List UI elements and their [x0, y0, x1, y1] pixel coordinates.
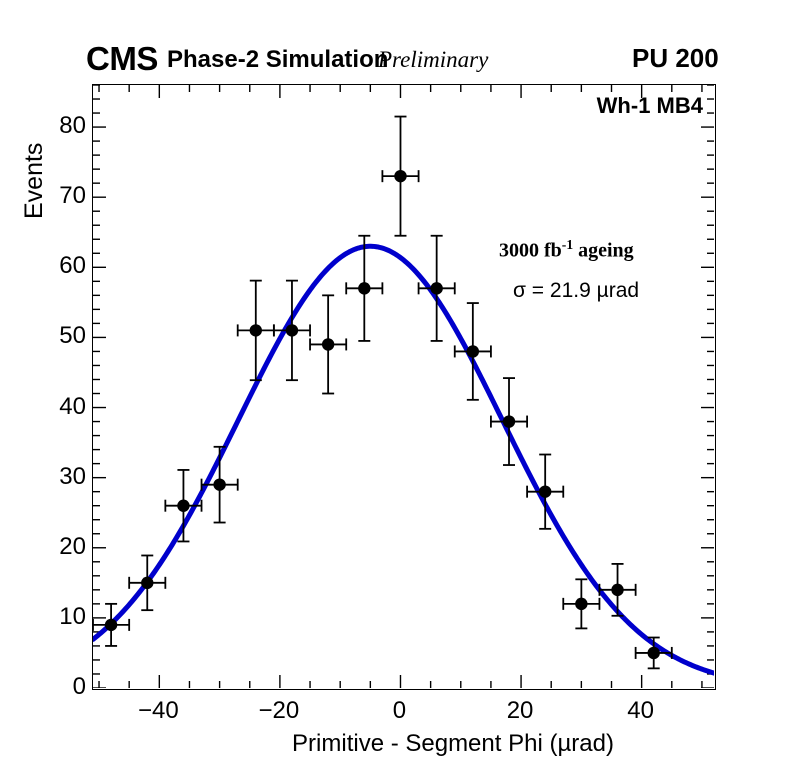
ageing-unit: fb: [544, 239, 562, 262]
pileup-label: PU 200: [632, 43, 719, 73]
x-tick-label: −20: [258, 697, 300, 724]
data-point: [236, 279, 275, 382]
x-axis-tick-labels: −40 −20 0 20 40: [0, 697, 796, 731]
data-point: [417, 234, 456, 342]
data-point: [453, 302, 492, 401]
preliminary-label: Preliminary: [378, 47, 489, 72]
detector-label: Wh-1 MB4: [596, 93, 703, 118]
y-tick-label: 70: [59, 182, 86, 210]
ageing-value: 3000: [499, 239, 539, 262]
data-point: [562, 578, 601, 630]
data-point: [345, 234, 384, 342]
x-axis-title: Primitive - Segment Phi (µrad): [0, 730, 796, 758]
data-point: [381, 115, 420, 237]
data-point: [128, 554, 167, 612]
ageing-suffix: ageing: [573, 239, 634, 262]
plot-frame: Wh-1 MB4 3000 fb-1 ageing σ = 21.9 µrad: [92, 84, 716, 690]
data-point: [490, 377, 528, 466]
plot-area: [93, 85, 714, 688]
data-point: [272, 279, 311, 382]
y-tick-label: 60: [59, 252, 86, 280]
data-point: [309, 294, 348, 395]
y-tick-label: 50: [59, 322, 86, 350]
y-tick-label: 20: [59, 532, 86, 560]
data-point: [634, 636, 673, 670]
x-tick-label: 0: [392, 697, 407, 724]
y-tick-label: 80: [59, 112, 86, 140]
y-axis-tick-labels: 0 10 20 30 40 50 60 70 80: [36, 0, 86, 772]
x-tick-label: 40: [627, 697, 654, 724]
sigma-annotation: σ = 21.9 µrad: [513, 279, 640, 302]
ageing-annotation: 3000 fb-1 ageing: [499, 237, 634, 263]
y-tick-label: 40: [59, 392, 86, 420]
data-point: [93, 602, 131, 647]
y-tick-label: 0: [72, 673, 86, 700]
simulation-label: Phase-2 Simulation: [167, 46, 389, 73]
data-point: [164, 469, 203, 543]
in-frame-annotations: Wh-1 MB4 3000 fb-1 ageing σ = 21.9 µrad: [93, 85, 715, 689]
y-tick-label: 30: [59, 462, 86, 490]
ageing-exponent: -1: [561, 237, 574, 252]
data-point: [526, 453, 565, 530]
x-axis-title-text: Primitive - Segment Phi (µrad): [292, 730, 614, 757]
x-tick-label: 20: [506, 697, 534, 724]
x-tick-label: −40: [137, 697, 179, 724]
cms-logo-text: CMS: [86, 40, 158, 77]
data-point: [200, 445, 239, 524]
y-tick-label: 10: [59, 602, 86, 630]
data-point: [598, 562, 637, 617]
